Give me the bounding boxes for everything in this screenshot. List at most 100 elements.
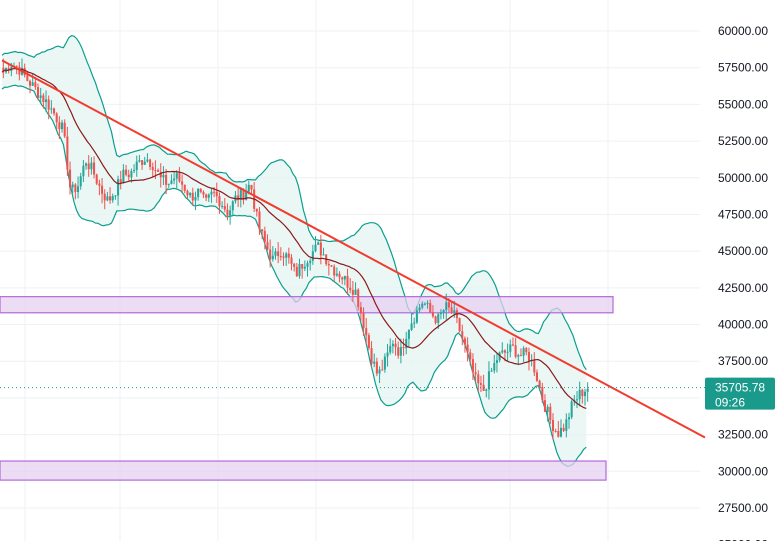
candle-162 [434, 315, 437, 325]
candle-194 [519, 348, 522, 357]
candle-28 [77, 176, 80, 199]
candle-27 [74, 183, 77, 200]
candle-21 [58, 116, 61, 140]
candle-60 [162, 166, 165, 186]
candle-144 [386, 343, 389, 367]
candle-200 [535, 369, 539, 383]
candle-33 [90, 157, 93, 175]
candle-26 [71, 181, 74, 194]
candle-210 [562, 423, 565, 433]
candle-161 [431, 305, 434, 319]
candle-51 [138, 155, 141, 163]
candle-187 [501, 342, 504, 354]
candle-209 [559, 419, 563, 438]
candle-39 [106, 191, 109, 202]
candle-145 [389, 338, 392, 355]
candle-155 [415, 306, 418, 324]
candle-175 [469, 348, 472, 366]
candle-77 [207, 193, 210, 202]
candle-171 [458, 317, 461, 333]
candle-53 [143, 156, 146, 165]
candle-186 [498, 351, 501, 363]
candle-177 [474, 363, 477, 382]
candle-11 [31, 73, 34, 87]
candle-105 [282, 252, 285, 266]
candle-70 [189, 192, 192, 198]
candle-56 [151, 162, 154, 178]
candle-106 [285, 251, 288, 266]
candle-83 [223, 197, 226, 213]
candle-10 [28, 79, 32, 94]
candle-134 [359, 301, 362, 322]
candle-176 [471, 353, 474, 381]
candle-42 [114, 195, 117, 200]
candle-69 [186, 189, 189, 199]
candle-185 [495, 353, 498, 373]
candle-113 [303, 260, 306, 272]
candle-159 [426, 300, 429, 309]
candle-41 [111, 193, 114, 203]
candle-193 [517, 353, 520, 366]
candle-201 [538, 379, 541, 389]
candle-213 [570, 399, 573, 420]
candle-61 [165, 168, 168, 195]
candle-29 [79, 172, 82, 190]
candle-117 [314, 236, 317, 253]
y-tick-label-11: 32500.00 [718, 428, 768, 442]
current-price-label: 35705.78 [715, 381, 765, 395]
candle-140 [375, 357, 378, 377]
candle-158 [423, 302, 426, 306]
y-tick-label-6: 45000.00 [718, 244, 768, 258]
candle-190 [509, 339, 512, 358]
candle-119 [319, 234, 322, 265]
trendline-layer [1, 59, 706, 439]
candle-22 [61, 119, 64, 133]
candle-146 [391, 340, 394, 354]
candle-112 [301, 263, 304, 279]
y-tick-label-7: 42500.00 [718, 281, 768, 295]
candle-196 [525, 346, 528, 356]
candle-50 [135, 155, 138, 177]
candle-152 [407, 329, 410, 348]
candle-13 [36, 83, 40, 101]
candle-71 [191, 187, 194, 206]
candle-182 [487, 361, 490, 400]
candle-157 [421, 301, 424, 310]
candle-63 [170, 174, 173, 185]
candle-23 [63, 119, 66, 139]
candle-109 [293, 262, 296, 272]
candle-141 [378, 366, 381, 384]
candle-103 [277, 242, 280, 264]
candle-183 [490, 367, 493, 372]
price-axis[interactable]: 60000.00 57500.00 55000.00 52500.00 50000.00… [718, 24, 768, 546]
candle-5 [15, 65, 18, 75]
candle-178 [477, 370, 480, 393]
candle-86 [231, 200, 234, 216]
candle-192 [514, 337, 517, 359]
candle-211 [565, 413, 568, 438]
candle-45 [122, 164, 125, 184]
candle-125 [335, 267, 338, 277]
candle-151 [405, 331, 408, 355]
moving-average [1, 67, 587, 409]
upper-band-line [1, 35, 587, 370]
candle-54 [146, 153, 149, 163]
candle-95 [255, 208, 258, 217]
candle-100 [269, 239, 272, 268]
candle-191 [511, 337, 514, 347]
candle-99 [266, 234, 269, 251]
candle-31 [85, 162, 88, 170]
candle-66 [178, 167, 181, 183]
y-tick-label-3: 52500.00 [718, 134, 768, 148]
candle-156 [418, 303, 421, 313]
ma-line [1, 67, 587, 409]
candle-122 [327, 261, 330, 276]
candle-25 [69, 161, 72, 195]
candle-108 [290, 254, 293, 271]
candle-107 [287, 247, 290, 264]
y-tick-label-8: 40000.00 [718, 318, 768, 332]
candle-128 [343, 275, 346, 286]
candle-84 [226, 203, 229, 221]
